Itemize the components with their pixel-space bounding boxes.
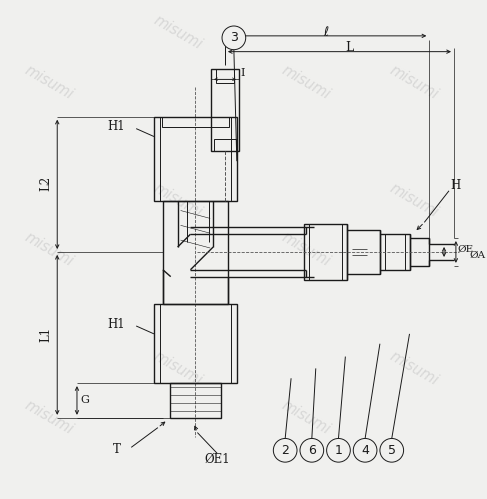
Text: H1: H1 xyxy=(108,317,125,330)
Text: I: I xyxy=(241,68,245,78)
Bar xyxy=(347,230,380,273)
Text: H1: H1 xyxy=(108,120,125,133)
Text: misumi: misumi xyxy=(22,398,76,438)
Text: ØE1: ØE1 xyxy=(204,453,230,466)
Bar xyxy=(170,383,221,418)
Text: T: T xyxy=(112,443,120,456)
Bar xyxy=(154,117,237,201)
Bar xyxy=(211,69,239,151)
Bar xyxy=(380,234,410,270)
Text: misumi: misumi xyxy=(150,348,205,388)
Text: 2: 2 xyxy=(281,444,289,457)
Text: misumi: misumi xyxy=(22,230,76,270)
Bar xyxy=(154,304,237,383)
Bar xyxy=(162,117,229,127)
Text: L2: L2 xyxy=(39,176,52,192)
Circle shape xyxy=(300,439,324,462)
Bar xyxy=(163,201,228,304)
Text: misumi: misumi xyxy=(279,230,333,270)
Text: L1: L1 xyxy=(39,327,52,342)
Text: ØA: ØA xyxy=(469,250,486,259)
Text: 3: 3 xyxy=(230,31,238,44)
Text: misumi: misumi xyxy=(388,62,441,102)
Text: $\ell$: $\ell$ xyxy=(323,25,330,39)
Text: 6: 6 xyxy=(308,444,316,457)
Text: misumi: misumi xyxy=(388,348,441,388)
Text: misumi: misumi xyxy=(150,13,205,53)
Circle shape xyxy=(273,439,297,462)
Text: L: L xyxy=(345,41,354,54)
Text: 1: 1 xyxy=(335,444,342,457)
Text: 4: 4 xyxy=(361,444,369,457)
Text: misumi: misumi xyxy=(279,62,333,102)
Bar xyxy=(304,225,347,279)
Circle shape xyxy=(353,439,377,462)
Bar xyxy=(214,140,236,151)
Text: misumi: misumi xyxy=(150,181,205,221)
Text: ØE: ØE xyxy=(458,245,474,253)
Circle shape xyxy=(380,439,404,462)
Text: G: G xyxy=(80,395,89,405)
Text: misumi: misumi xyxy=(22,62,76,102)
Circle shape xyxy=(222,26,246,50)
Text: 5: 5 xyxy=(388,444,396,457)
Text: misumi: misumi xyxy=(279,398,333,438)
Circle shape xyxy=(327,439,350,462)
Bar xyxy=(410,238,429,266)
Text: misumi: misumi xyxy=(388,181,441,221)
Bar xyxy=(216,69,234,83)
Text: H: H xyxy=(451,179,461,192)
